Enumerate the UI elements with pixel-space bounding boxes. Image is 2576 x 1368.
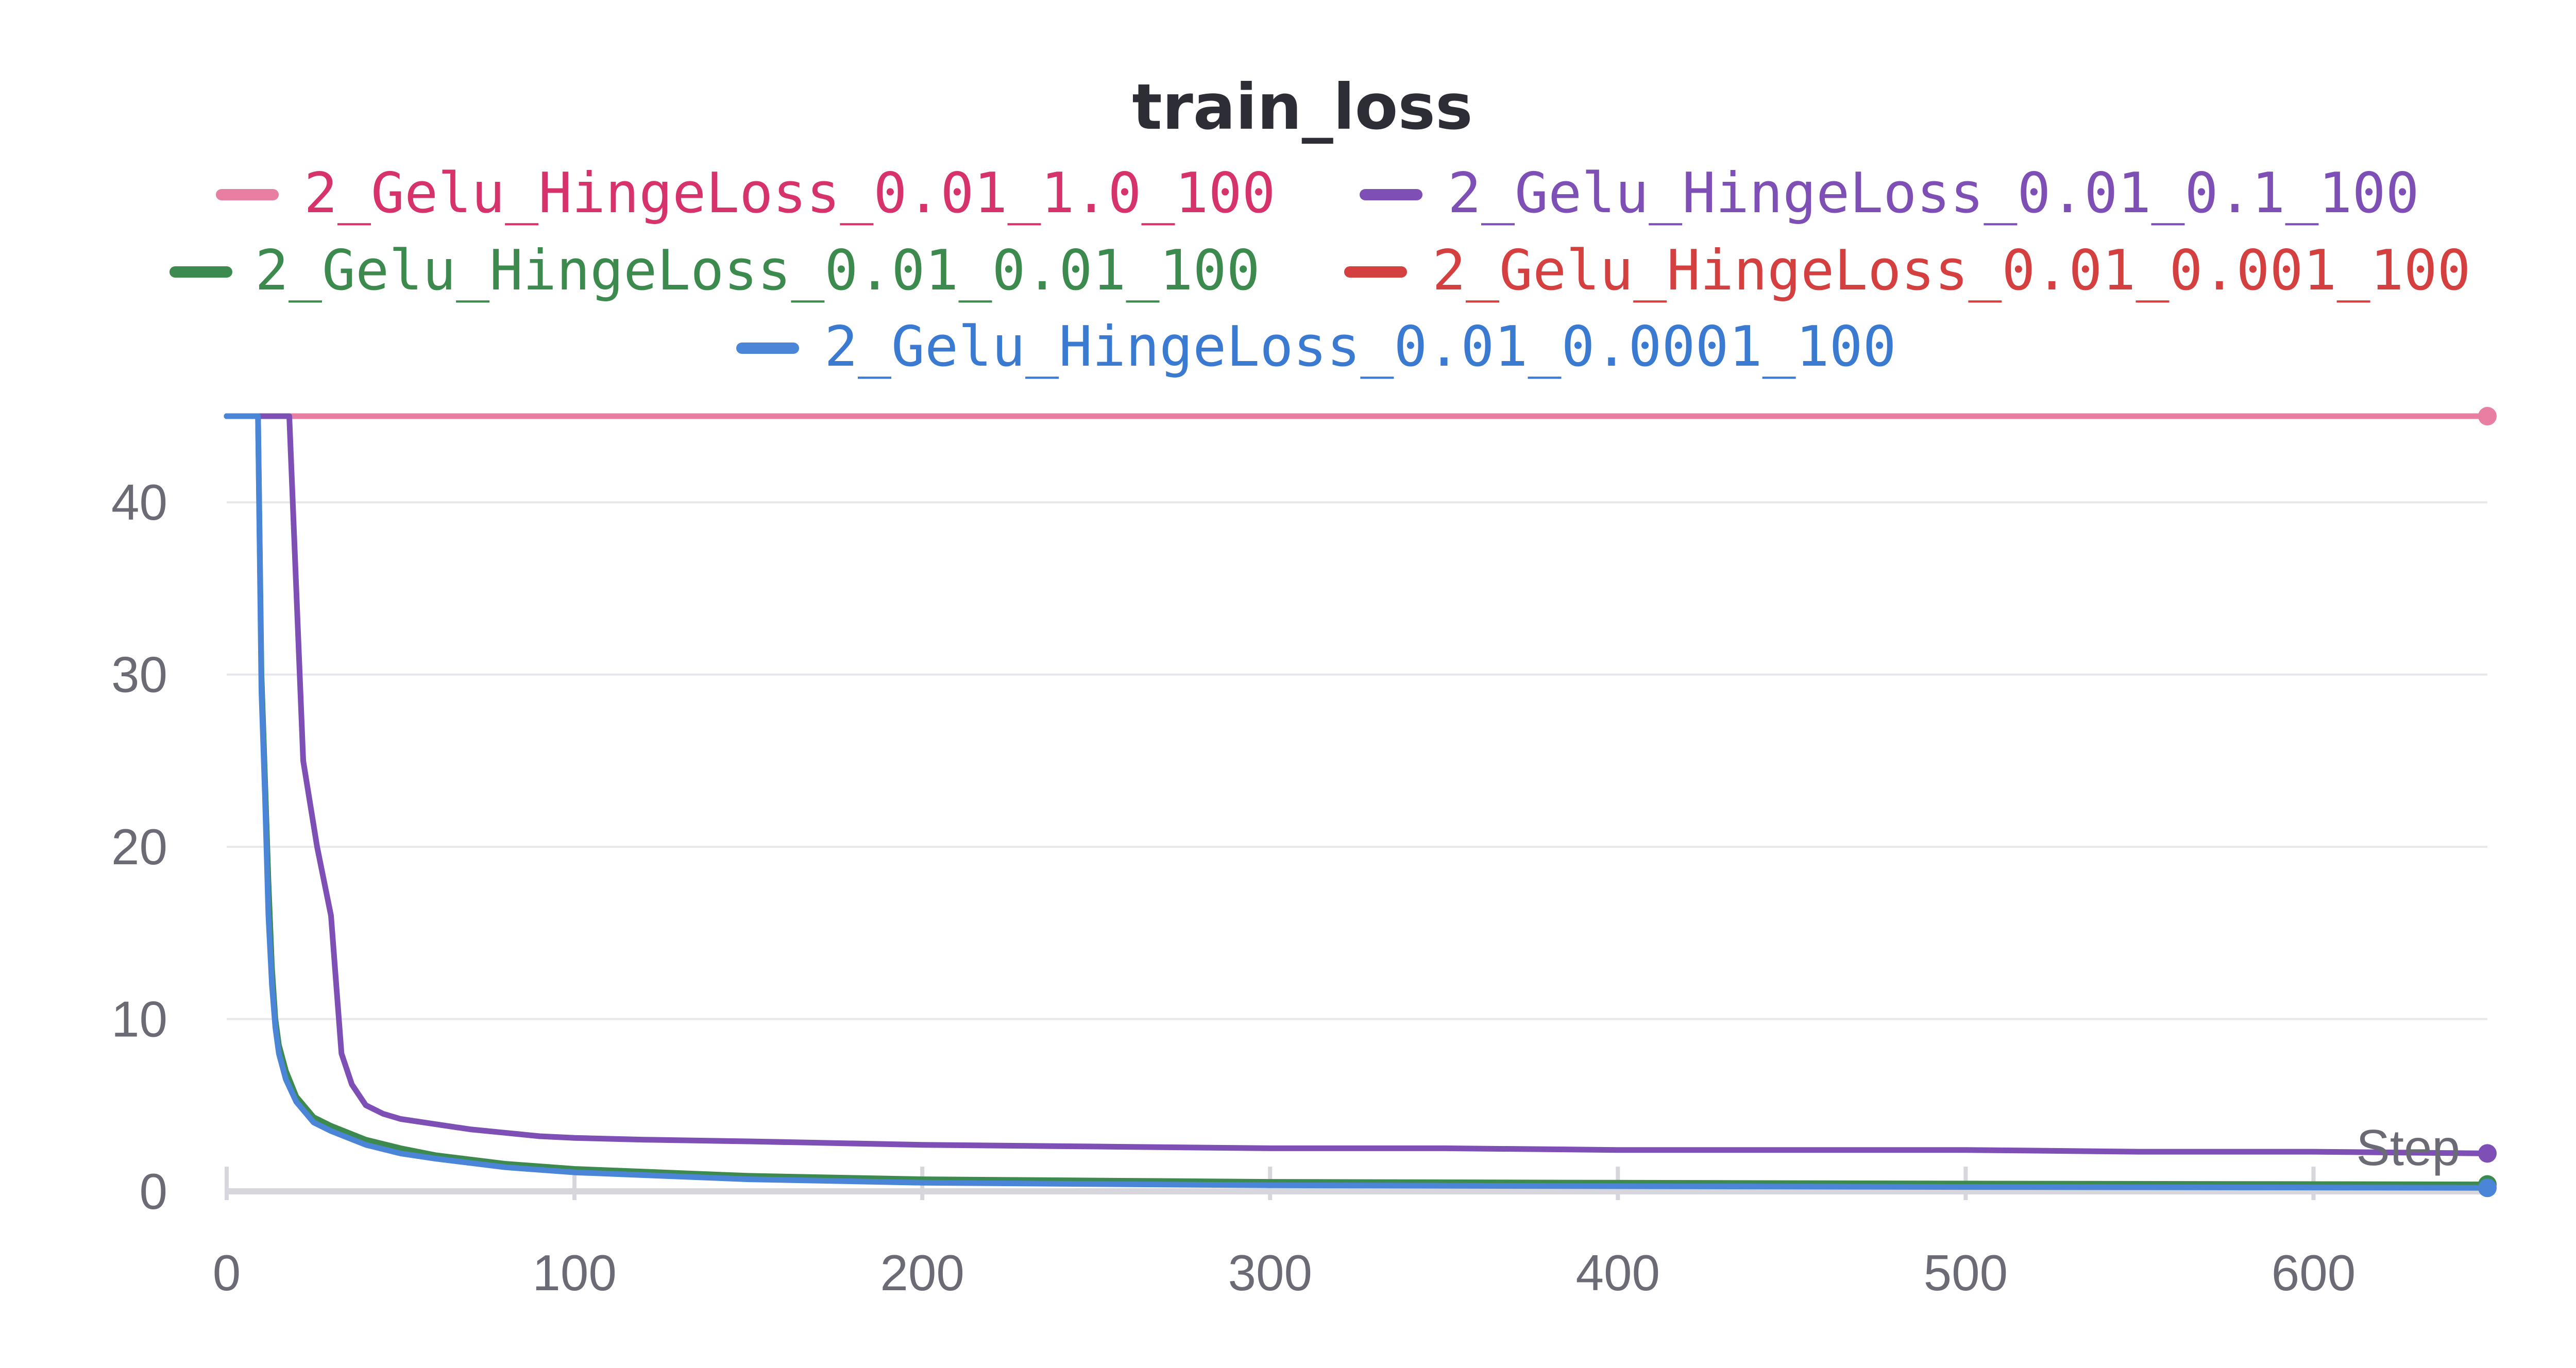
series-end-marker-5 (2478, 1178, 2497, 1198)
legend-item-3[interactable]: 2_Gelu_HingeLoss_0.01_0.01_100 (170, 238, 1260, 303)
legend-item-4[interactable]: 2_Gelu_HingeLoss_0.01_0.001_100 (1344, 238, 2471, 303)
y-axis: 0 10 20 30 40 (111, 474, 167, 1220)
legend-label-4: 2_Gelu_HingeLoss_0.01_0.001_100 (1432, 238, 2471, 303)
legend-label-1: 2_Gelu_HingeLoss_0.01_1.0_100 (304, 161, 1276, 226)
y-tick-label-40: 40 (111, 474, 167, 531)
legend-label-3: 2_Gelu_HingeLoss_0.01_0.01_100 (255, 238, 1260, 303)
legend: 2_Gelu_HingeLoss_0.01_1.0_100 2_Gelu_Hin… (170, 161, 2471, 379)
chart-title: train_loss (1132, 71, 1472, 144)
legend-item-5[interactable]: 2_Gelu_HingeLoss_0.01_0.0001_100 (736, 315, 1896, 379)
legend-label-2: 2_Gelu_HingeLoss_0.01_0.1_100 (1448, 161, 2419, 226)
x-axis-label: Step (2356, 1119, 2460, 1176)
series-lines (224, 413, 2490, 1191)
x-tick-label-0: 0 (213, 1244, 241, 1301)
y-tick-label-30: 30 (111, 646, 167, 703)
y-tick-label-0: 0 (139, 1163, 167, 1220)
series-line-2[interactable] (224, 413, 2490, 1156)
x-axis: 0 100 200 300 400 500 600 (213, 1167, 2355, 1301)
x-tick-label-100: 100 (532, 1244, 617, 1301)
legend-item-2[interactable]: 2_Gelu_HingeLoss_0.01_0.1_100 (1360, 161, 2419, 226)
series-end-marker-2 (2478, 1144, 2497, 1163)
x-tick-label-500: 500 (1924, 1244, 2008, 1301)
legend-item-1[interactable]: 2_Gelu_HingeLoss_0.01_1.0_100 (216, 161, 1276, 226)
x-tick-label-400: 400 (1576, 1244, 1660, 1301)
series-line-5[interactable] (224, 413, 2490, 1191)
series-end-markers (2478, 407, 2497, 1198)
legend-label-5: 2_Gelu_HingeLoss_0.01_0.0001_100 (824, 315, 1896, 379)
x-tick-label-600: 600 (2272, 1244, 2356, 1301)
grid-lines (227, 501, 2487, 1020)
x-tick-label-200: 200 (880, 1244, 964, 1301)
y-tick-label-20: 20 (111, 818, 167, 875)
x-tick-label-300: 300 (1228, 1244, 1312, 1301)
y-tick-label-10: 10 (111, 991, 167, 1048)
series-line-3[interactable] (224, 413, 2490, 1188)
series-end-marker-1 (2478, 407, 2497, 425)
